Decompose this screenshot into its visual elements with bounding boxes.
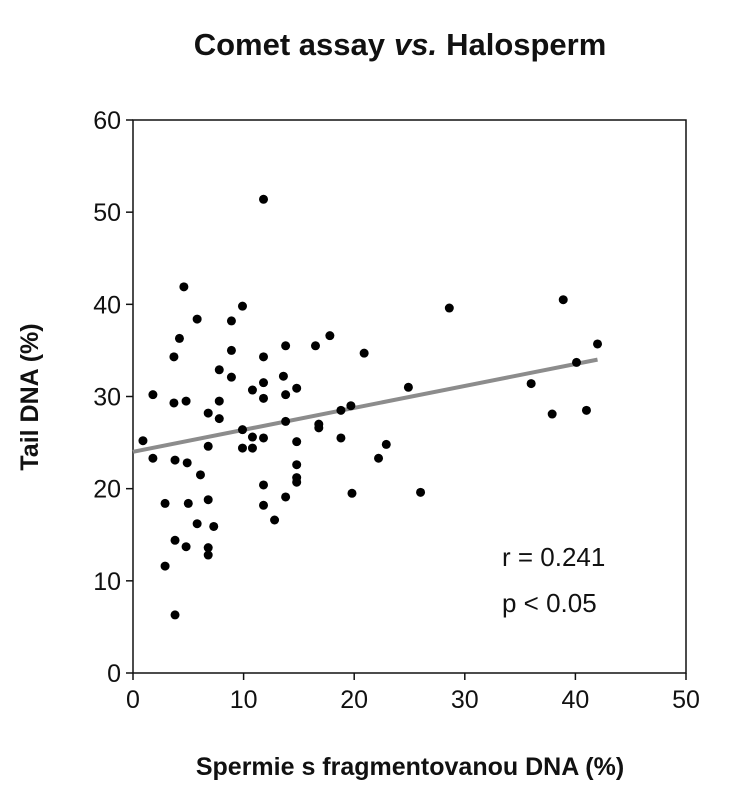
point (336, 433, 346, 443)
point (259, 393, 269, 403)
point (203, 408, 213, 418)
point (259, 378, 269, 388)
annotation: p < 0.05 (502, 588, 597, 618)
point (281, 390, 291, 400)
point (572, 357, 582, 367)
point (203, 495, 213, 505)
point (247, 432, 257, 442)
point (214, 365, 224, 375)
y-tick-label: 50 (93, 199, 121, 227)
point (170, 610, 180, 620)
point (278, 371, 288, 381)
point (203, 441, 213, 451)
point (192, 519, 202, 529)
point (169, 398, 179, 408)
point (237, 443, 247, 453)
point (181, 396, 191, 406)
point (247, 443, 257, 453)
point (581, 405, 591, 415)
point (160, 561, 170, 571)
point (558, 295, 568, 305)
point (310, 341, 320, 351)
x-tick-label: 50 (672, 686, 700, 714)
title-part: vs. (394, 27, 437, 62)
point (214, 396, 224, 406)
point (160, 498, 170, 508)
point (259, 500, 269, 510)
point (259, 194, 269, 204)
x-tick-label: 0 (126, 686, 140, 714)
point (259, 433, 269, 443)
point (281, 492, 291, 502)
x-tick-label: 20 (340, 686, 368, 714)
point (174, 333, 184, 343)
point (270, 515, 280, 525)
y-tick-label: 20 (93, 476, 121, 504)
point (226, 372, 236, 382)
y-axis-label: Tail DNA (%) (16, 323, 44, 470)
point (381, 439, 391, 449)
point (346, 401, 356, 411)
point (170, 535, 180, 545)
point (444, 303, 454, 313)
point (416, 487, 426, 497)
point (182, 458, 192, 468)
point (336, 405, 346, 415)
point (281, 341, 291, 351)
point (547, 409, 557, 419)
point (148, 453, 158, 463)
point (181, 542, 191, 552)
title-part: Comet assay (194, 27, 386, 62)
point (237, 425, 247, 435)
trend-line (132, 357, 598, 454)
point (292, 460, 302, 470)
point (169, 352, 179, 362)
point (195, 470, 205, 480)
point (203, 550, 213, 560)
point (325, 331, 335, 341)
chart-title: Comet assay vs. Halosperm (194, 27, 607, 62)
y-tick-label: 60 (93, 107, 121, 135)
point (209, 521, 219, 531)
point (226, 316, 236, 326)
point (314, 423, 324, 433)
point (526, 379, 536, 389)
title-part: Halosperm (446, 27, 606, 62)
point (359, 348, 369, 358)
x-axis-label: Spermie s fragmentovanou DNA (%) (196, 753, 624, 781)
point (292, 383, 302, 393)
point (374, 453, 384, 463)
x-tick-label: 40 (561, 686, 589, 714)
y-tick-label: 30 (93, 384, 121, 412)
point (593, 339, 603, 349)
point (179, 282, 189, 292)
point (183, 498, 193, 508)
point (259, 480, 269, 490)
x-tick-label: 10 (230, 686, 258, 714)
y-tick-label: 0 (107, 660, 121, 688)
y-tick-label: 10 (93, 568, 121, 596)
point (281, 416, 291, 426)
point (237, 301, 247, 311)
point (259, 352, 269, 362)
point (138, 436, 148, 446)
point (203, 543, 213, 553)
y-tick-label: 40 (93, 291, 121, 319)
point (226, 345, 236, 355)
point (170, 455, 180, 465)
point (347, 488, 357, 498)
x-tick-label: 30 (451, 686, 479, 714)
point (247, 385, 257, 395)
point (214, 414, 224, 424)
point (292, 437, 302, 447)
point (292, 477, 302, 487)
point (192, 314, 202, 324)
annotation: r = 0.241 (502, 542, 605, 572)
point (148, 390, 158, 400)
point (403, 382, 413, 392)
